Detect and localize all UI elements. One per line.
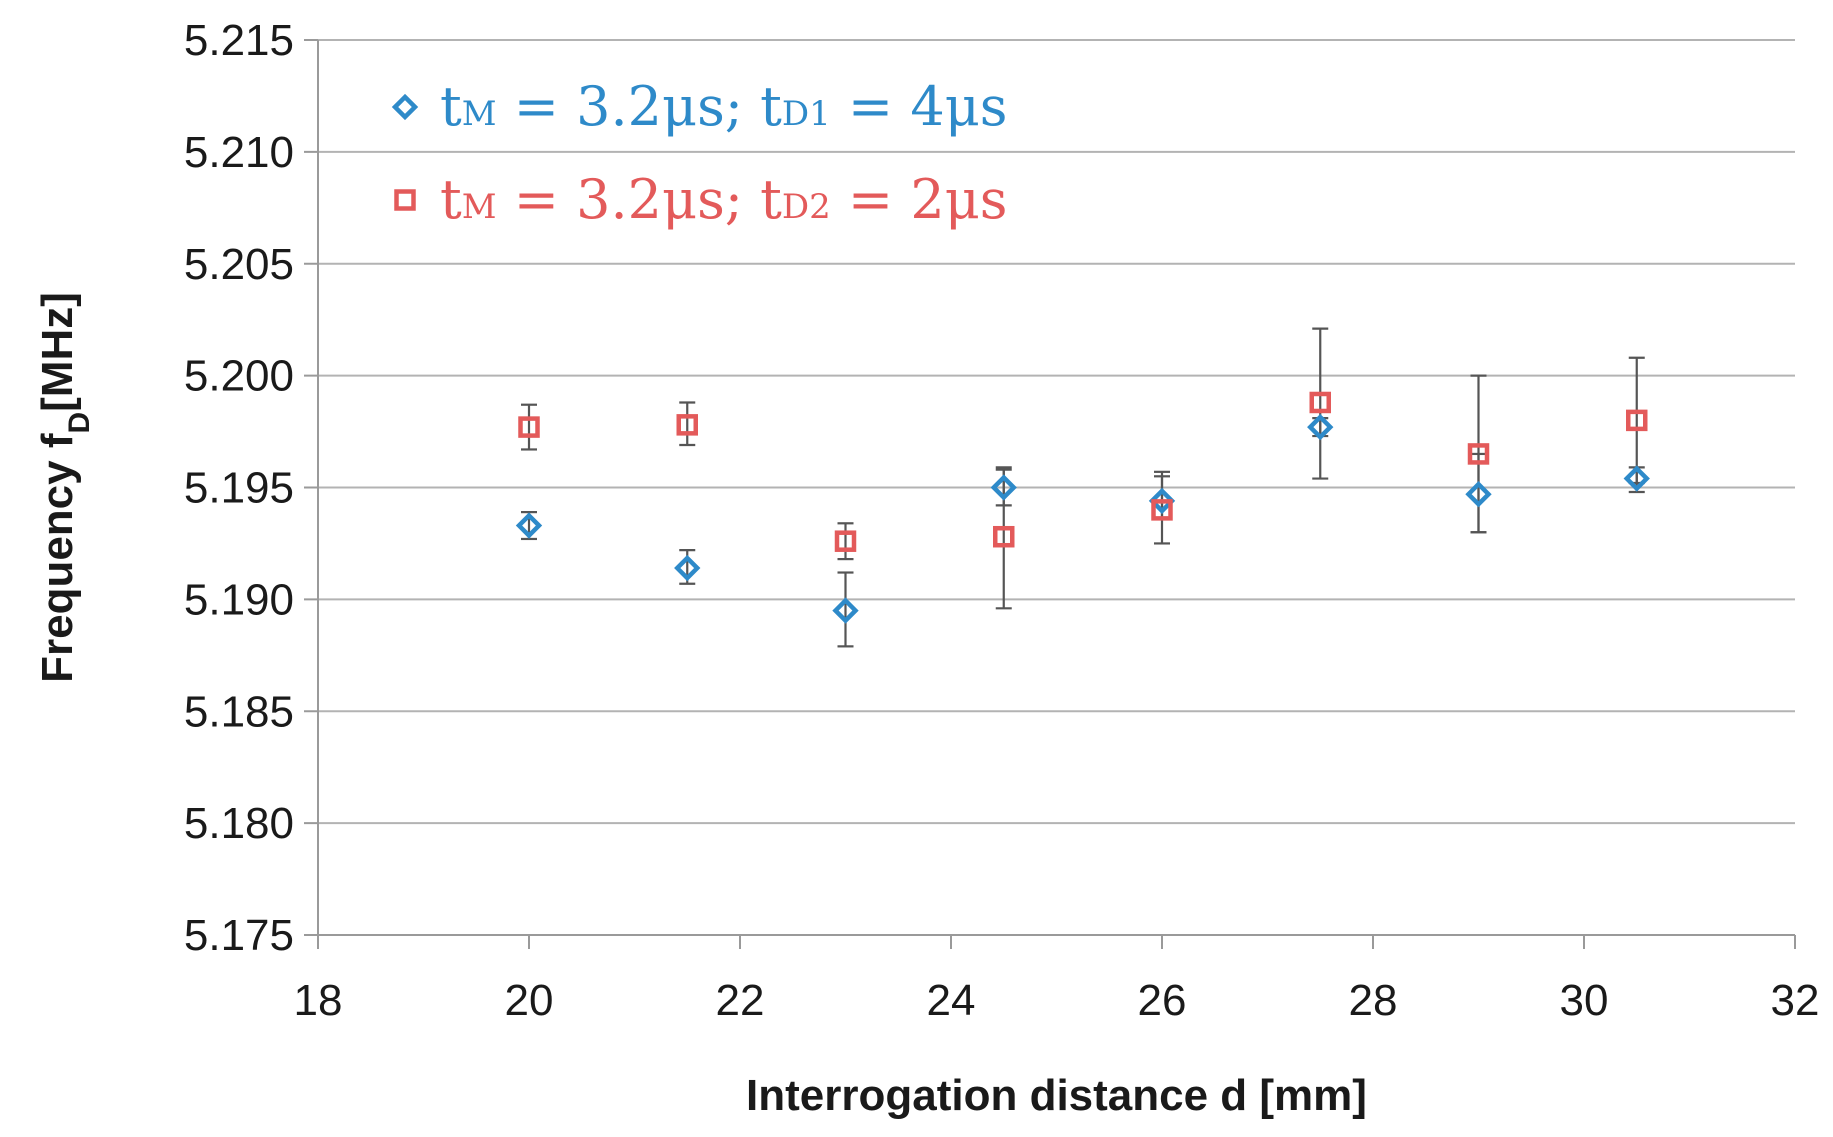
data-point-diamond — [1465, 481, 1492, 508]
data-point-diamond — [1307, 413, 1334, 441]
y-tick-label: 5.195 — [184, 464, 294, 513]
legend-entry-series-2: tM = 3.2μs; tD2 = 2μs — [394, 168, 1008, 231]
y-tick-label: 5.215 — [184, 16, 294, 65]
data-point-square — [1309, 391, 1331, 414]
x-tick-label: 22 — [716, 976, 765, 1025]
legend-marker-diamond — [391, 93, 419, 121]
y-axis-title-unit: [MHz] — [33, 292, 82, 412]
y-tick-label: 5.185 — [184, 687, 294, 736]
x-axis-title: Interrogation distance d [mm] — [746, 1071, 1367, 1120]
data-point-square — [676, 414, 698, 436]
data-point-square — [993, 525, 1015, 548]
x-tick-labels: 18 20 22 24 26 28 30 32 — [294, 976, 1820, 1025]
data-point-diamond — [832, 597, 859, 624]
legend-entry-series-1: tM = 3.2μs; tD1 = 4μs — [391, 75, 1008, 138]
data-point-diamond — [1623, 465, 1650, 492]
grid-lines — [318, 39, 1795, 825]
error-bar — [679, 401, 696, 447]
y-tick-label: 5.180 — [184, 799, 294, 848]
legend-symbol — [394, 189, 416, 211]
x-tick-label: 32 — [1771, 976, 1820, 1025]
y-tick-label: 5.175 — [184, 911, 294, 960]
data-point-square — [834, 530, 857, 552]
error-bar — [1312, 327, 1329, 480]
y-tick-label: 5.210 — [184, 128, 294, 177]
axes — [304, 39, 1796, 949]
data-markers — [515, 391, 1650, 624]
error-bar — [837, 571, 854, 648]
y-axis-title-main: Frequency f — [33, 433, 82, 683]
legend-label-series-2: tM = 3.2μs; tD2 = 2μs — [440, 168, 1008, 231]
data-point-square — [1626, 409, 1648, 432]
error-bar — [521, 403, 537, 451]
x-tick-label: 28 — [1349, 976, 1398, 1025]
data-point-square — [1151, 499, 1173, 521]
x-tick-label: 18 — [294, 976, 343, 1025]
y-tick-label: 5.190 — [184, 575, 294, 624]
x-tick-label: 24 — [927, 976, 976, 1025]
legend-label-series-1: tM = 3.2μs; tD1 = 4μs — [440, 75, 1008, 138]
data-point-diamond — [990, 474, 1017, 501]
x-tick-label: 26 — [1138, 976, 1187, 1025]
y-tick-label: 5.200 — [184, 352, 294, 401]
data-point-diamond — [1148, 487, 1176, 515]
error-bar — [995, 466, 1012, 610]
y-axis-title: Frequency fD[MHz] — [33, 292, 96, 683]
data-point-square — [1467, 443, 1490, 465]
y-tick-labels: 5.175 5.180 5.185 5.190 5.195 5.200 5.205 5.210… — [184, 16, 294, 960]
legend-symbol — [391, 93, 419, 121]
legend: tM = 3.2μs; tD1 = 4μs tM = 3.2μs; tD2 = … — [391, 75, 1008, 231]
y-axis-title-sub: D — [63, 412, 96, 434]
y-tick-label: 5.205 — [184, 240, 294, 289]
data-point-diamond — [515, 512, 543, 539]
data-point-diamond — [674, 554, 701, 582]
legend-marker-square — [394, 189, 416, 211]
x-tick-label: 20 — [505, 976, 554, 1025]
x-tick-label: 30 — [1560, 976, 1609, 1025]
data-point-square — [518, 416, 540, 438]
error-bar — [837, 522, 854, 561]
